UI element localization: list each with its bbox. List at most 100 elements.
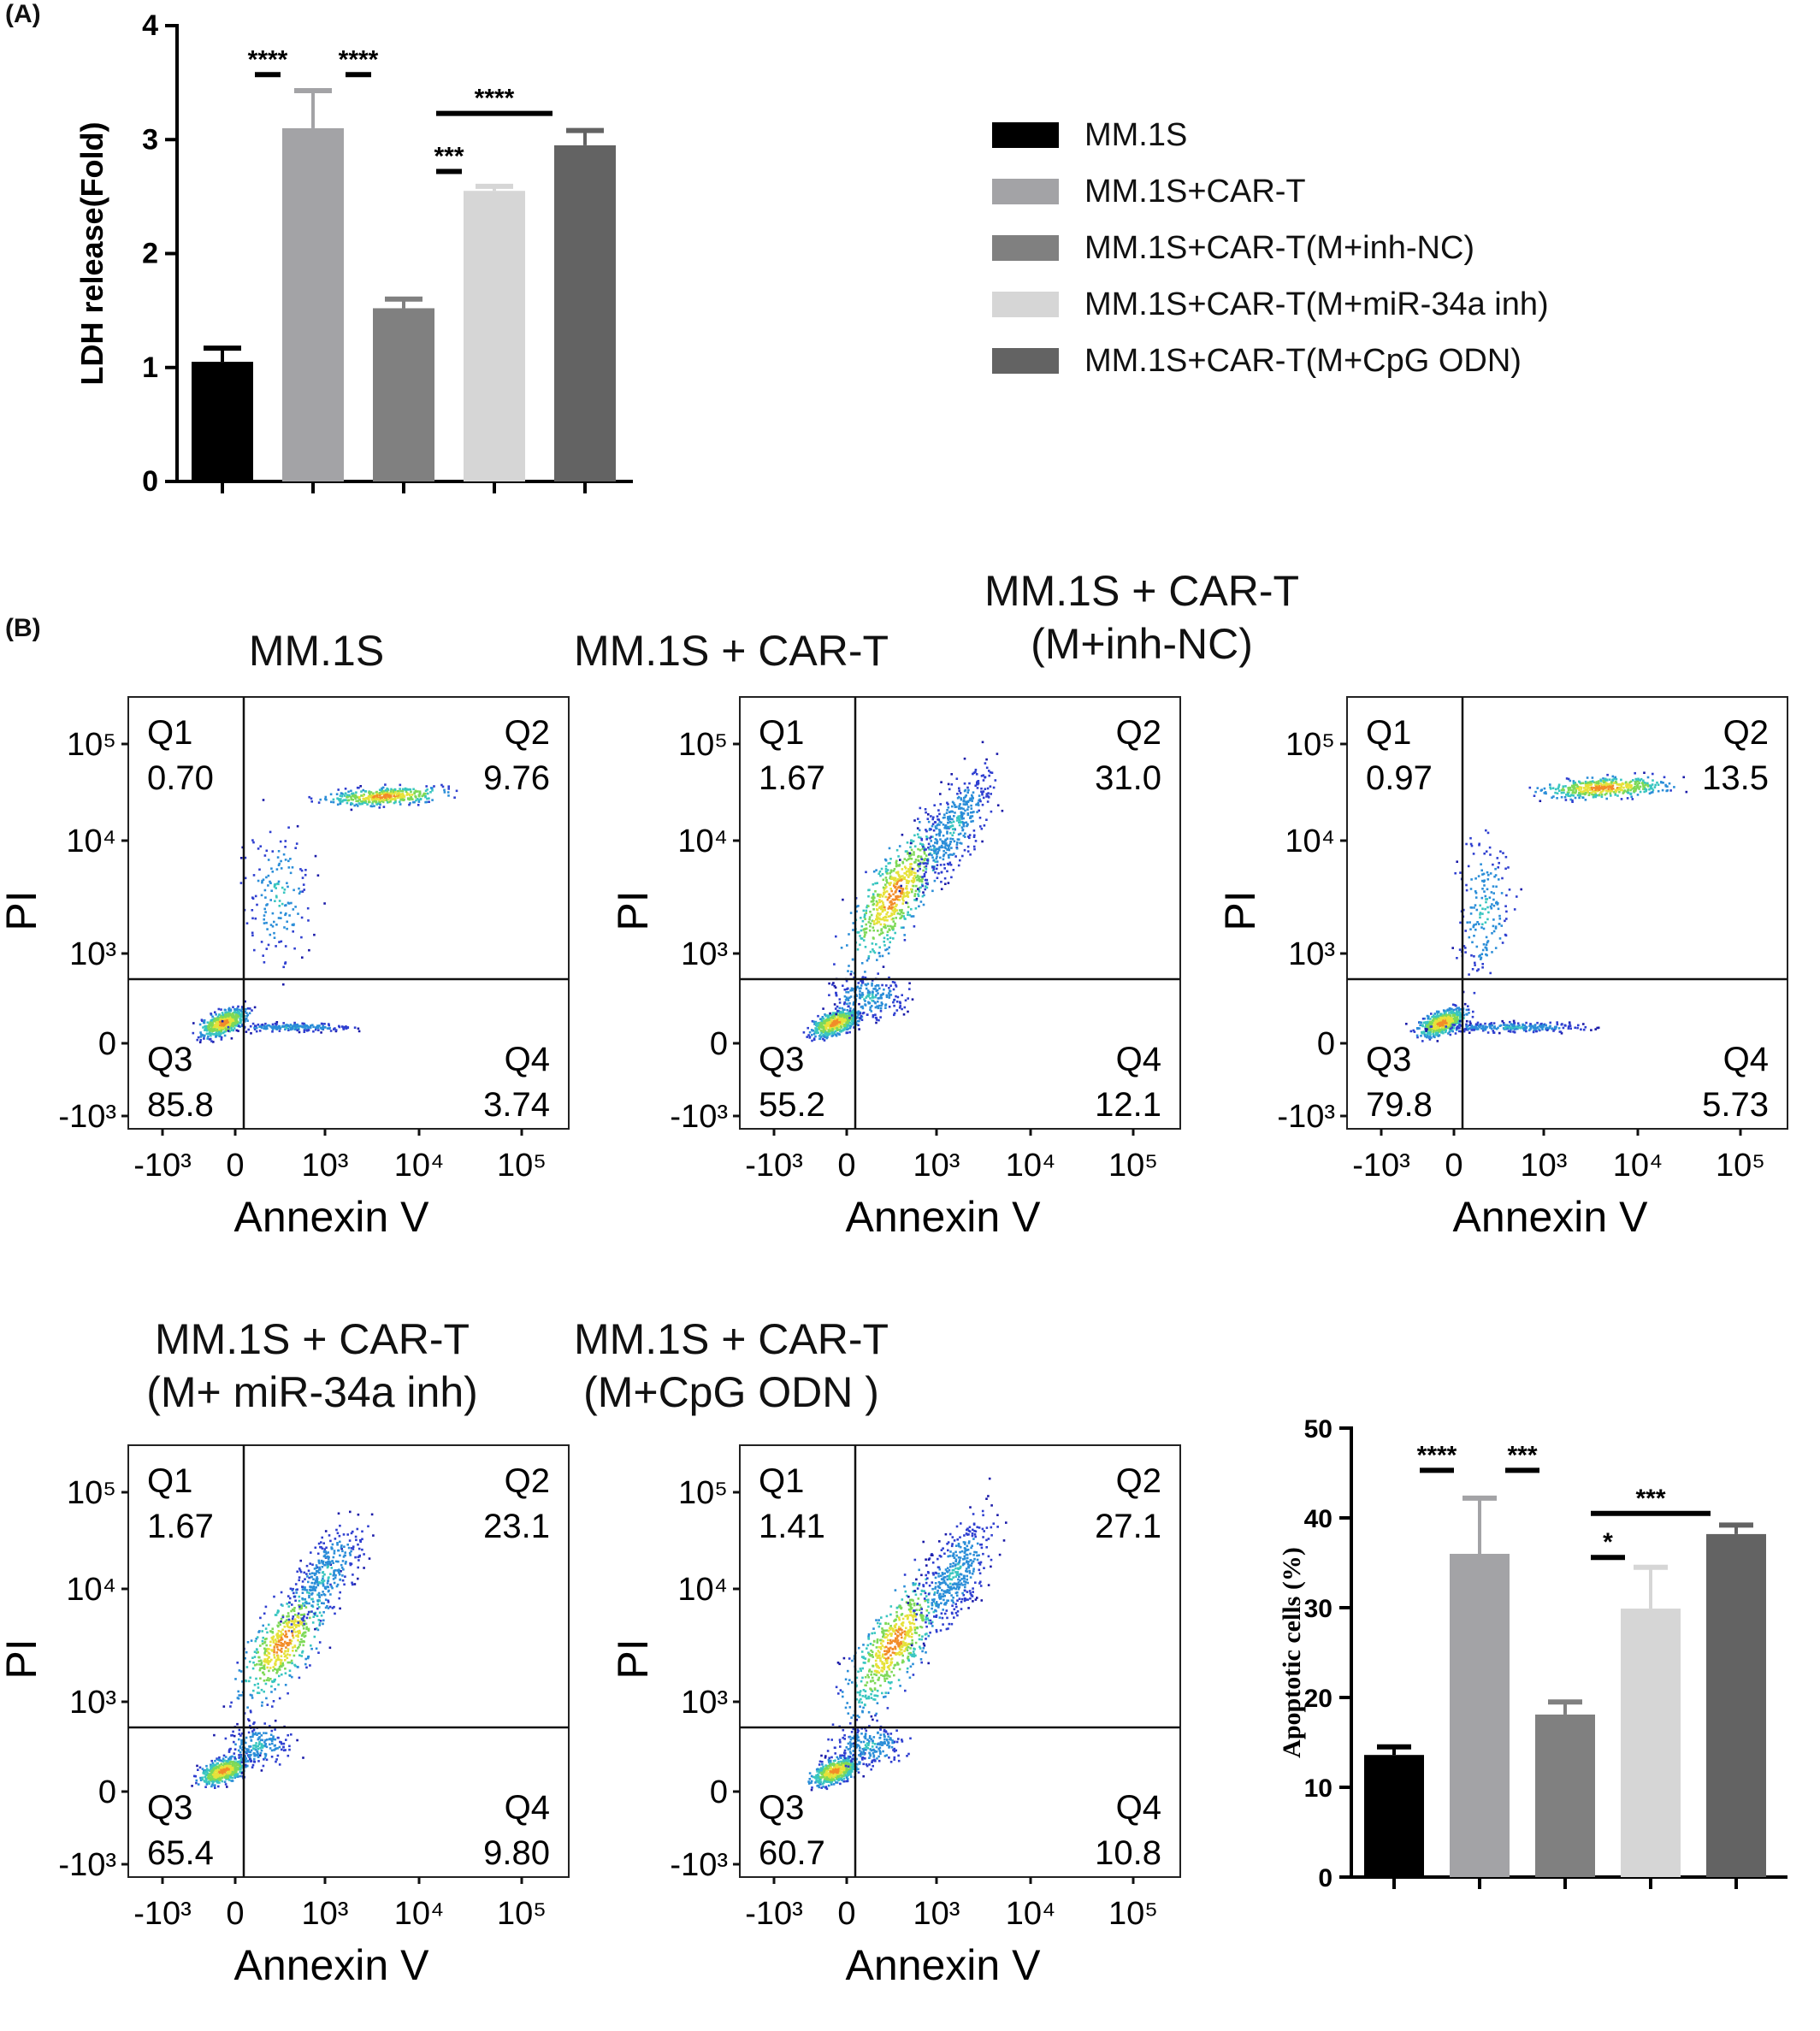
event-dot — [892, 937, 895, 940]
event-dot — [948, 854, 950, 857]
event-dot — [913, 925, 916, 928]
event-dot — [943, 864, 946, 866]
event-dot — [209, 1032, 211, 1035]
event-dot — [379, 794, 381, 797]
event-dot — [1565, 799, 1568, 801]
event-dot — [292, 924, 295, 926]
event-dot — [1614, 794, 1616, 796]
event-dot — [1499, 918, 1502, 920]
event-dot — [358, 1030, 361, 1033]
event-dot — [1432, 1033, 1434, 1036]
x-tick-label: 0 — [837, 1148, 855, 1184]
event-dot — [287, 826, 290, 829]
event-dot — [288, 1025, 291, 1028]
event-dot — [340, 803, 342, 806]
event-dot — [924, 876, 926, 878]
event-dot — [964, 810, 966, 812]
event-dot — [985, 759, 988, 761]
event-dot — [264, 896, 267, 899]
event-dot — [947, 845, 949, 847]
event-dot — [1504, 1027, 1506, 1030]
event-dot — [426, 798, 428, 800]
event-dot — [872, 900, 874, 903]
event-dot — [298, 1024, 300, 1027]
event-dot — [393, 802, 396, 805]
event-dot — [299, 868, 302, 871]
legend-swatch — [992, 179, 1059, 204]
event-dot — [1600, 780, 1603, 782]
event-dot — [975, 840, 978, 842]
event-dot — [913, 840, 915, 842]
event-dot — [1481, 963, 1484, 965]
y-axis-label: PI — [1219, 890, 1264, 930]
event-dot — [962, 823, 965, 825]
event-dot — [909, 858, 912, 860]
event-dot — [1458, 1011, 1461, 1013]
event-dot — [389, 800, 392, 803]
event-dot — [936, 858, 938, 860]
event-dot — [889, 984, 892, 987]
event-dot — [263, 961, 266, 964]
event-dot — [1456, 1011, 1458, 1013]
event-dot — [1448, 1023, 1451, 1025]
event-dot — [1584, 794, 1587, 796]
event-dot — [903, 1013, 906, 1016]
event-dot — [232, 1006, 234, 1008]
event-dot — [235, 1016, 238, 1018]
event-dot — [947, 816, 949, 818]
event-dot — [373, 805, 375, 807]
significance-label: *** — [434, 143, 464, 171]
event-dot — [270, 889, 273, 892]
event-dot — [252, 897, 255, 900]
event-dot — [953, 831, 955, 834]
event-dot — [1568, 789, 1570, 792]
event-dot — [1592, 780, 1594, 782]
event-dot — [908, 983, 911, 985]
event-dot — [1598, 785, 1600, 788]
event-dot — [834, 1003, 836, 1006]
event-dot — [287, 886, 289, 889]
event-dot — [1489, 853, 1492, 856]
event-dot — [275, 924, 278, 926]
event-dot — [861, 925, 864, 928]
event-dot — [1533, 794, 1536, 797]
event-dot — [948, 806, 950, 809]
event-dot — [820, 1024, 823, 1026]
event-dot — [905, 867, 907, 870]
event-dot — [415, 796, 417, 799]
event-dot — [885, 984, 888, 987]
event-dot — [920, 856, 923, 859]
event-dot — [979, 825, 982, 828]
event-dot — [1603, 782, 1605, 784]
flow-title: MM.1S + CAR-T (M+inh-NC) — [902, 564, 1381, 670]
event-dot — [883, 879, 885, 882]
event-dot — [1492, 918, 1495, 921]
event-dot — [1563, 1027, 1565, 1030]
quadrant-value: 13.5 — [1702, 759, 1769, 797]
event-dot — [1650, 787, 1652, 789]
event-dot — [1451, 1020, 1454, 1023]
event-dot — [895, 886, 897, 889]
event-dot — [1479, 905, 1481, 907]
event-dot — [211, 1016, 214, 1018]
event-dot — [881, 900, 883, 903]
event-dot — [1468, 865, 1470, 868]
event-dot — [1552, 787, 1555, 789]
event-dot — [966, 787, 969, 789]
event-dot — [236, 1012, 239, 1014]
event-dot — [908, 892, 911, 894]
event-dot — [936, 868, 938, 871]
event-dot — [1498, 908, 1500, 911]
event-dot — [418, 800, 421, 803]
event-dot — [1498, 923, 1501, 925]
event-dot — [859, 1018, 861, 1020]
event-dot — [317, 1029, 320, 1031]
event-dot — [1475, 1023, 1478, 1025]
event-dot — [895, 895, 897, 898]
event-dot — [820, 1030, 823, 1032]
event-dot — [302, 1026, 304, 1029]
event-dot — [428, 800, 430, 803]
event-dot — [358, 796, 361, 799]
event-dot — [1534, 1024, 1537, 1026]
event-dot — [286, 1024, 288, 1026]
